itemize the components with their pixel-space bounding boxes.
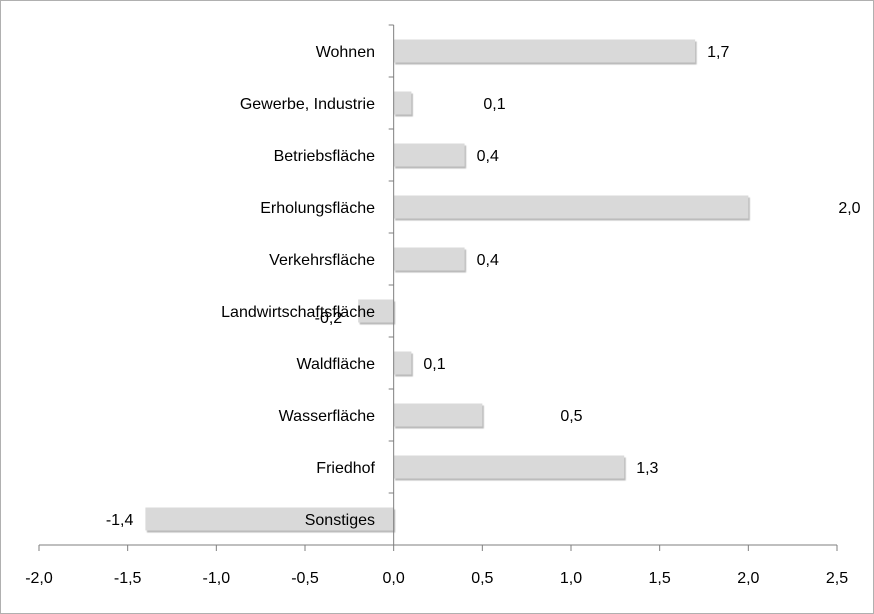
x-tick-label-3: -0,5: [291, 570, 319, 587]
bar-8: [393, 455, 625, 479]
x-tick-label-1: -1,5: [114, 570, 142, 587]
value-label-4: 0,4: [477, 252, 499, 269]
bar-1: [393, 91, 412, 115]
x-tick-label-7: 1,5: [649, 570, 671, 587]
bar-9: [145, 507, 394, 531]
bar-2: [393, 143, 465, 167]
category-label-9: Sonstiges: [305, 512, 375, 529]
category-label-7: Wasserfläche: [279, 408, 375, 425]
x-tick-label-9: 2,5: [826, 570, 848, 587]
category-label-8: Friedhof: [316, 460, 375, 477]
x-tick-label-6: 1,0: [560, 570, 582, 587]
category-labels: Wohnen Gewerbe, Industrie Betriebsfläche Er…: [221, 44, 375, 529]
category-label-3: Erholungsfläche: [260, 200, 375, 217]
bar-0: [393, 39, 696, 63]
x-tick-label-8: 2,0: [737, 570, 759, 587]
axes-group: [38, 24, 838, 551]
category-label-2: Betriebsfläche: [274, 148, 375, 165]
value-label-9: -1,4: [106, 512, 134, 529]
bar-5: [358, 299, 394, 323]
value-label-5: -0,2: [315, 310, 343, 327]
bar-4: [393, 247, 465, 271]
category-label-0: Wohnen: [316, 44, 375, 61]
value-labels: 1,7 0,1 0,4 2,0 0,4 -0,2 0,1 0,5 1,3 -1,4: [106, 44, 861, 529]
bar-6: [393, 351, 412, 375]
category-label-6: Waldfläche: [296, 356, 375, 373]
bars-group: [145, 39, 749, 531]
bar-3: [393, 195, 749, 219]
x-tick-label-4: 0,0: [383, 570, 405, 587]
value-label-8: 1,3: [636, 460, 658, 477]
x-tick-labels: -2,0 -1,5 -1,0 -0,5 0,0 0,5 1,0 1,5 2,0 2,5: [25, 570, 848, 587]
category-label-5: Landwirtschaftsfläche: [221, 304, 375, 321]
x-tick-label-0: -2,0: [25, 570, 53, 587]
x-tick-label-5: 0,5: [471, 570, 493, 587]
x-tick-label-2: -1,0: [203, 570, 231, 587]
value-label-1: 0,1: [483, 96, 505, 113]
bar-7: [393, 403, 483, 427]
category-label-1: Gewerbe, Industrie: [240, 96, 375, 113]
category-label-4: Verkehrsfläche: [269, 252, 375, 269]
value-label-7: 0,5: [560, 408, 582, 425]
value-label-0: 1,7: [707, 44, 729, 61]
value-label-2: 0,4: [477, 148, 499, 165]
value-label-3: 2,0: [838, 200, 860, 217]
value-label-6: 0,1: [423, 356, 445, 373]
